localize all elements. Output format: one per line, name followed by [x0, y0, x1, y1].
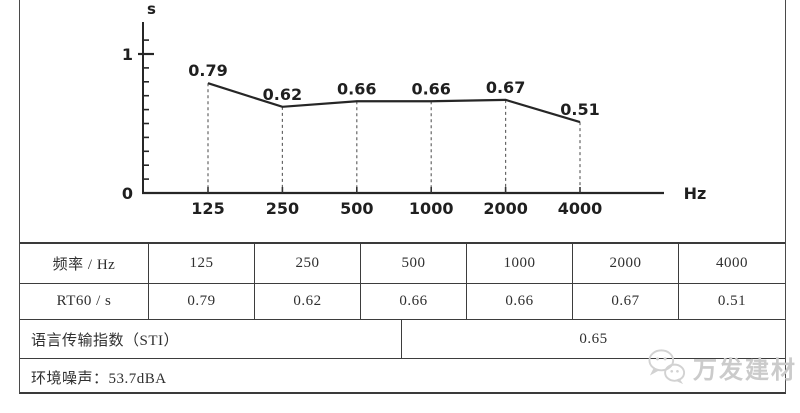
rt60-row-label: RT60 / s	[20, 284, 149, 319]
rt60-cell: 0.62	[255, 284, 361, 319]
table-row-frequency: 频率 / Hz 125 250 500 1000 2000 4000	[20, 244, 785, 284]
frequency-cell: 1000	[467, 244, 573, 283]
svg-text:0.79: 0.79	[188, 61, 227, 80]
table-row-rt60: RT60 / s 0.79 0.62 0.66 0.66 0.67 0.51	[20, 284, 785, 320]
frequency-cell: 125	[149, 244, 255, 283]
svg-text:1: 1	[122, 45, 133, 64]
sti-label-cell: 语言传输指数（STI）	[20, 320, 402, 358]
ambient-noise-cell: 环境噪声：53.7dBA	[31, 370, 167, 387]
svg-text:500: 500	[340, 199, 373, 218]
frequency-cell: 2000	[573, 244, 679, 283]
svg-text:250: 250	[266, 199, 299, 218]
frequency-cell: 250	[255, 244, 361, 283]
svg-text:2000: 2000	[483, 199, 528, 218]
rt60-cell: 0.66	[361, 284, 467, 319]
rt60-cell: 0.51	[717, 293, 747, 309]
svg-text:0.66: 0.66	[411, 79, 450, 98]
svg-text:0.67: 0.67	[486, 78, 525, 97]
svg-text:4000: 4000	[558, 199, 603, 218]
svg-text:0.51: 0.51	[560, 100, 599, 119]
svg-text:0: 0	[122, 184, 133, 203]
frequency-cell: 4000	[716, 255, 748, 271]
svg-text:125: 125	[191, 199, 224, 218]
rt60-cell: 0.79	[149, 284, 255, 319]
frequency-row-label: 频率 / Hz	[20, 244, 149, 283]
table-row-ambient-noise: 环境噪声：53.7dBA	[20, 359, 785, 395]
sti-value-cell: 0.65	[579, 330, 608, 347]
rt60-chart-area: 1 0 s Hz 125 0.79 250 0.62 500 0.66 1000 0.66 2000 0.…	[20, 0, 787, 242]
svg-text:1000: 1000	[409, 199, 454, 218]
frequency-cell: 500	[361, 244, 467, 283]
rt60-line-chart: 1 0 s Hz 125 0.79 250 0.62 500 0.66 1000 0.66 2000 0.…	[122, 0, 707, 218]
svg-text:s: s	[147, 0, 156, 18]
report-frame: 1 0 s Hz 125 0.79 250 0.62 500 0.66 1000 0.66 2000 0.…	[19, 0, 786, 394]
rt60-cell: 0.66	[467, 284, 573, 319]
svg-text:Hz: Hz	[684, 184, 707, 203]
table-row-sti: 语言传输指数（STI） 0.65	[20, 320, 785, 359]
svg-text:0.62: 0.62	[263, 85, 302, 104]
svg-text:0.66: 0.66	[337, 79, 376, 98]
results-table: 频率 / Hz 125 250 500 1000 2000 4000 RT60 …	[20, 242, 785, 395]
rt60-cell: 0.67	[573, 284, 679, 319]
